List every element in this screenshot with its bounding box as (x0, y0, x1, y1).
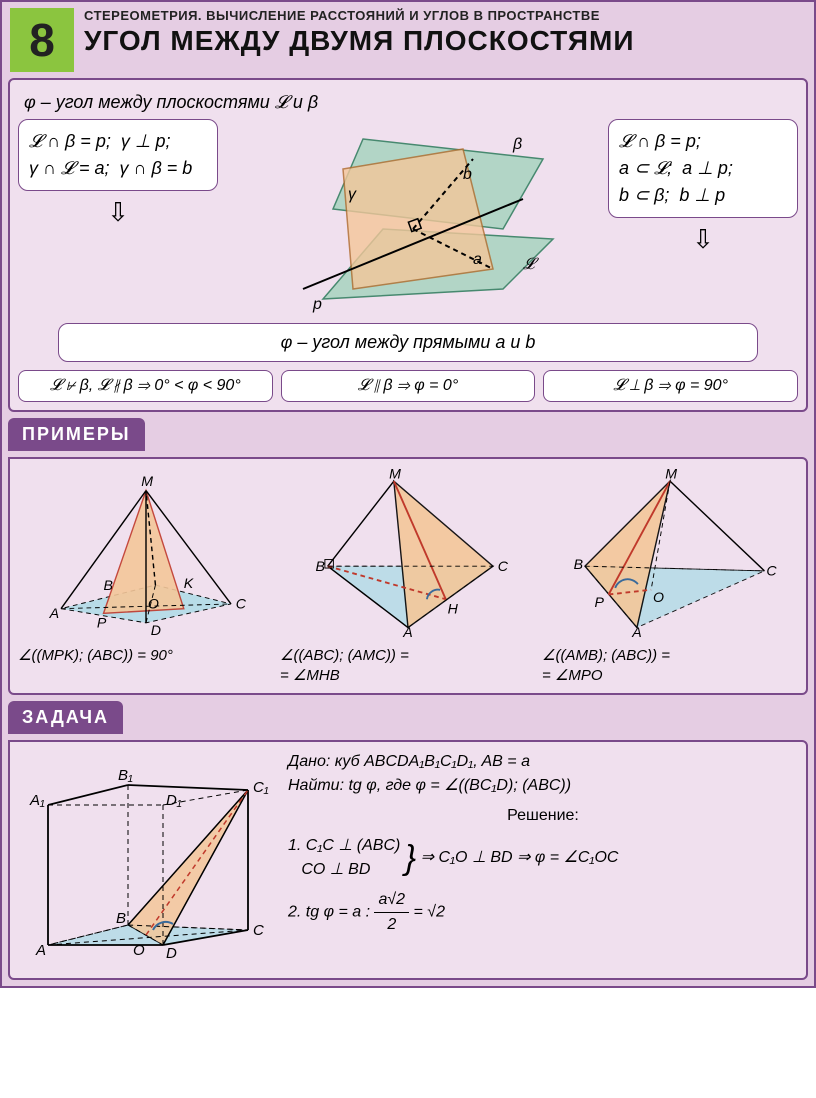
svg-text:A: A (49, 606, 59, 622)
svg-text:C₁: C₁ (253, 779, 269, 796)
step2-post: = √2 (414, 904, 445, 921)
arrow-down-icon: ⇩ (18, 197, 218, 228)
examples-panel: M A B C D K P O ∠((MPK); (ABC)) = 90° (8, 457, 808, 695)
example-3-label: ∠((AMB); (ABC)) = = ∠MPO (542, 646, 798, 685)
brace-icon: } (405, 848, 416, 868)
svg-text:H: H (448, 601, 459, 617)
main-title: УГОЛ МЕЖДУ ДВУМЯ ПЛОСКОСТЯМИ (84, 25, 806, 57)
svg-text:B₁: B₁ (118, 767, 133, 784)
svg-text:C: C (253, 922, 264, 939)
example-3: M A B C P O ∠((AMB); (ABC)) = = ∠MPO (542, 467, 798, 685)
cases-row: 𝓛 ⊬ β, 𝓛 ∦ β ⇒ 0° < φ < 90° 𝓛 ∥ β ⇒ φ = … (18, 370, 798, 402)
step1-line1: 1. C₁C ⊥ (ABC) (288, 837, 400, 854)
svg-text:M: M (389, 467, 401, 482)
example-2-label: ∠((ABC); (AMC)) = = ∠MHB (280, 646, 536, 685)
svg-text:A: A (402, 625, 412, 637)
svg-text:p: p (312, 296, 322, 313)
task-given: Дано: куб ABCDA₁B₁C₁D₁, AB = a (288, 750, 798, 774)
planes-diagram: β b γ p a 𝓛 (224, 119, 602, 319)
svg-text:A: A (631, 625, 641, 637)
svg-text:K: K (184, 576, 194, 592)
task-text: Дано: куб ABCDA₁B₁C₁D₁, AB = a Найти: tg… (288, 750, 798, 970)
fraction-num: a√2 (374, 888, 409, 913)
svg-text:A₁: A₁ (29, 792, 45, 809)
page: 8 СТЕРЕОМЕТРИЯ. ВЫЧИСЛЕНИЕ РАССТОЯНИЙ И … (0, 0, 816, 988)
svg-text:B: B (116, 910, 126, 927)
svg-text:C: C (236, 597, 247, 613)
example-1: M A B C D K P O ∠((MPK); (ABC)) = 90° (18, 467, 274, 685)
left-formula-box: 𝓛 ∩ β = p; γ ⊥ p; γ ∩ 𝓛 = a; γ ∩ β = b (18, 119, 218, 191)
svg-text:M: M (665, 467, 677, 482)
fraction: a√2 2 (374, 888, 409, 937)
task-title-bar: ЗАДАЧА (8, 701, 123, 734)
svg-text:P: P (594, 595, 604, 611)
solution-title: Решение: (288, 804, 798, 828)
svg-text:A: A (35, 942, 46, 959)
svg-text:C: C (498, 559, 509, 575)
svg-text:B: B (104, 578, 113, 594)
task-row: A B C D A₁ B₁ C₁ D₁ O Дано: куб ABCDA₁B₁… (18, 750, 798, 970)
step2-pre: 2. tg φ = a : (288, 904, 374, 921)
header: 8 СТЕРЕОМЕТРИЯ. ВЫЧИСЛЕНИЕ РАССТОЯНИЙ И … (2, 2, 814, 72)
svg-text:𝓛: 𝓛 (523, 256, 539, 273)
task-step2: 2. tg φ = a : a√2 2 = √2 (288, 888, 798, 937)
svg-text:B: B (315, 559, 324, 575)
svg-text:D: D (151, 623, 161, 637)
svg-text:D₁: D₁ (166, 792, 182, 809)
task-step1: 1. C₁C ⊥ (ABC) CO ⊥ BD } ⇒ C₁O ⊥ BD ⇒ φ … (288, 834, 798, 882)
examples-row: M A B C D K P O ∠((MPK); (ABC)) = 90° (18, 467, 798, 685)
svg-text:a: a (473, 251, 482, 268)
examples-title-bar: ПРИМЕРЫ (8, 418, 145, 451)
svg-text:P: P (97, 616, 107, 632)
task-panel: A B C D A₁ B₁ C₁ D₁ O Дано: куб ABCDA₁B₁… (8, 740, 808, 980)
case-box-2: 𝓛 ∥ β ⇒ φ = 0° (281, 370, 536, 402)
theory-row: 𝓛 ∩ β = p; γ ⊥ p; γ ∩ 𝓛 = a; γ ∩ β = b ⇩ (18, 119, 798, 319)
theory-panel: φ – угол между плоскостями 𝓛 и β 𝓛 ∩ β =… (8, 78, 808, 412)
pretitle: СТЕРЕОМЕТРИЯ. ВЫЧИСЛЕНИЕ РАССТОЯНИЙ И УГ… (84, 8, 806, 23)
svg-text:D: D (166, 945, 177, 962)
svg-text:O: O (133, 942, 145, 959)
header-text: СТЕРЕОМЕТРИЯ. ВЫЧИСЛЕНИЕ РАССТОЯНИЙ И УГ… (84, 8, 806, 57)
svg-text:O: O (148, 597, 159, 613)
svg-text:B: B (574, 557, 583, 573)
svg-text:C: C (766, 564, 777, 580)
svg-text:γ: γ (348, 186, 357, 203)
example-2: M A B C H ∠((ABC); (AMC)) = = ∠MHB (280, 467, 536, 685)
chapter-number: 8 (10, 8, 74, 72)
svg-text:b: b (463, 166, 472, 183)
svg-text:M: M (141, 474, 153, 490)
case-box-3: 𝓛 ⊥ β ⇒ φ = 90° (543, 370, 798, 402)
example-1-label: ∠((MPK); (ABC)) = 90° (18, 646, 274, 666)
svg-text:β: β (512, 136, 522, 153)
step1-result: ⇒ C₁O ⊥ BD ⇒ φ = ∠C₁OC (421, 849, 619, 866)
svg-text:O: O (653, 590, 664, 606)
step1-line2: CO ⊥ BD (301, 861, 370, 878)
conclusion-box: φ – угол между прямыми a и b (58, 323, 758, 362)
arrow-down-icon: ⇩ (608, 224, 798, 255)
fraction-den: 2 (374, 913, 409, 937)
task-find: Найти: tg φ, где φ = ∠((BC₁D); (ABC)) (288, 774, 798, 798)
right-formula-box: 𝓛 ∩ β = p; a ⊂ 𝓛; a ⊥ p; b ⊂ β; b ⊥ p (608, 119, 798, 218)
cube-diagram: A B C D A₁ B₁ C₁ D₁ O (18, 750, 278, 970)
phi-definition: φ – угол между плоскостями 𝓛 и β (24, 92, 798, 113)
case-box-1: 𝓛 ⊬ β, 𝓛 ∦ β ⇒ 0° < φ < 90° (18, 370, 273, 402)
